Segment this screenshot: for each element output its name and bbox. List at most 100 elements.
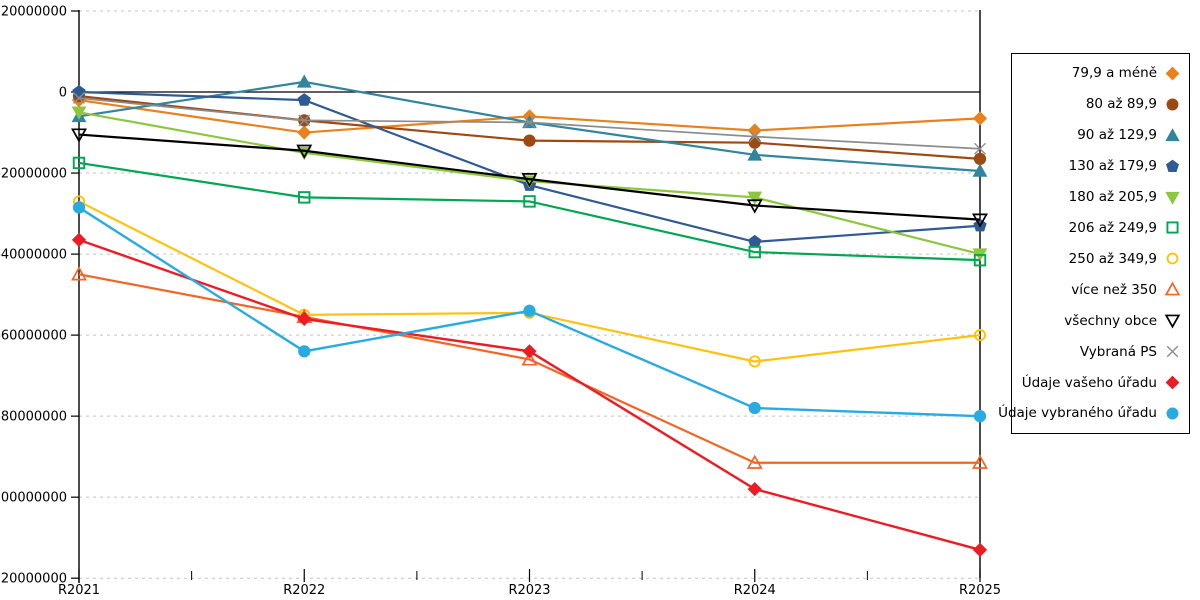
legend-marker-icon — [1166, 407, 1179, 420]
legend-item: 206 až 249,9 — [1016, 219, 1181, 236]
legend-item: více než 350 — [1016, 281, 1181, 298]
marker-square-hollow — [973, 253, 987, 267]
marker-square-hollow — [523, 195, 536, 208]
marker-x — [974, 142, 986, 155]
marker-triangle-down-hollow — [972, 213, 988, 228]
marker-triangle-down-hollow — [746, 199, 763, 214]
marker-triangle-up — [296, 74, 312, 88]
marker-circle — [72, 201, 86, 214]
legend-item-label: 206 až 249,9 — [1068, 219, 1157, 236]
legend-item: 80 až 89,9 — [1016, 96, 1181, 113]
legend-item: 130 až 179,9 — [1016, 158, 1181, 175]
legend-item-label: 250 až 349,9 — [1068, 250, 1157, 267]
marker-x — [298, 114, 311, 127]
legend-marker-icon — [1166, 345, 1179, 358]
legend-item-label: 90 až 129,9 — [1077, 127, 1157, 144]
marker-diamond — [972, 542, 988, 557]
marker-triangle-down-hollow — [521, 173, 538, 188]
legend-marker-icon — [1165, 128, 1180, 141]
marker-x — [523, 116, 536, 129]
y-axis-label: -40000000 — [0, 248, 67, 263]
marker-diamond — [1165, 375, 1180, 390]
marker-diamond — [1165, 66, 1180, 81]
legend-item-label: 180 až 205,9 — [1068, 189, 1157, 206]
marker-circle — [523, 304, 536, 317]
legend-marker-icon — [1165, 66, 1180, 81]
marker-circle-hollow — [748, 355, 761, 368]
x-axis-label: R2021 — [58, 583, 100, 598]
marker-x — [73, 92, 85, 105]
legend-item-label: 80 až 89,9 — [1085, 96, 1157, 113]
x-axis-label: R2023 — [508, 583, 550, 598]
series-12 — [72, 201, 987, 423]
legend-item: 90 až 129,9 — [1016, 127, 1181, 144]
legend-marker-icon — [1166, 98, 1179, 111]
legend-item-label: 79,9 a méně — [1071, 65, 1157, 82]
marker-triangle-up — [972, 163, 988, 177]
series-line — [78, 200, 981, 363]
legend-marker-icon — [1166, 252, 1179, 265]
marker-triangle-down-hollow — [1164, 314, 1181, 329]
marker-triangle-down-hollow — [71, 128, 87, 143]
legend-item: Údaje vybraného úřadu — [998, 405, 1181, 422]
marker-triangle-down-hollow — [296, 144, 313, 159]
marker-x — [748, 130, 761, 143]
y-axis-label: -100000000 — [0, 491, 67, 506]
marker-circle — [748, 401, 761, 415]
marker-circle-hollow — [1166, 252, 1179, 265]
x-axis-label: R2022 — [283, 583, 325, 598]
marker-diamond — [972, 111, 988, 126]
marker-diamond — [747, 481, 762, 497]
marker-square-hollow — [298, 191, 311, 204]
series-line — [78, 133, 981, 221]
marker-diamond — [747, 123, 762, 138]
marker-triangle-down — [1165, 191, 1180, 205]
marker-circle — [973, 152, 987, 166]
marker-square-hollow — [72, 156, 86, 170]
marker-diamond — [522, 344, 537, 359]
x-axis-label: R2025 — [959, 583, 1001, 598]
legend-marker-icon — [1166, 221, 1179, 235]
series-6 — [72, 156, 987, 267]
marker-triangle-up — [1165, 128, 1180, 141]
legend-item: Údaje vašeho úřadu — [1016, 374, 1181, 391]
marker-triangle-up-hollow — [746, 454, 763, 469]
legend-item-label: Vybraná PS — [1079, 343, 1157, 360]
marker-pentagon — [297, 93, 311, 106]
marker-circle — [1166, 98, 1179, 111]
chart-legend: 79,9 a méně 80 až 89,9 90 až 129,9 130 až 1… — [998, 53, 1190, 434]
marker-pentagon — [1166, 159, 1179, 172]
y-axis-label: -20000000 — [0, 167, 67, 182]
y-axis-label: -120000000 — [0, 572, 67, 587]
marker-triangle-down — [71, 106, 87, 120]
marker-triangle-up-hollow — [1164, 281, 1181, 296]
marker-square-hollow — [748, 245, 761, 259]
series-line — [78, 273, 980, 464]
marker-triangle-up-hollow — [71, 266, 87, 281]
y-axis-label: -60000000 — [0, 329, 67, 344]
legend-marker-icon — [1165, 375, 1180, 390]
marker-pentagon — [72, 85, 86, 98]
legend-item: 250 až 349,9 — [1016, 250, 1181, 267]
marker-circle — [973, 410, 987, 423]
legend-item-label: Údaje vašeho úřadu — [1021, 374, 1157, 391]
marker-triangle-down — [747, 191, 763, 205]
legend-item: 180 až 205,9 — [1016, 189, 1181, 206]
y-axis-label: 20000000 — [1, 5, 67, 20]
legend-marker-icon — [1165, 191, 1180, 205]
series-8 — [71, 266, 988, 469]
marker-triangle-up-hollow — [972, 454, 988, 469]
legend-marker-icon — [1166, 159, 1179, 172]
marker-circle — [298, 345, 311, 358]
series-10 — [73, 92, 986, 155]
marker-diamond — [297, 125, 312, 140]
marker-circle-hollow — [973, 329, 987, 342]
series-9 — [71, 128, 988, 228]
series-line — [78, 161, 981, 262]
legend-marker-icon — [1164, 281, 1181, 296]
series-11 — [71, 232, 988, 557]
legend-item: všechny obce — [1016, 312, 1181, 329]
legend-marker-icon — [1164, 314, 1181, 329]
marker-triangle-up-hollow — [521, 351, 538, 366]
